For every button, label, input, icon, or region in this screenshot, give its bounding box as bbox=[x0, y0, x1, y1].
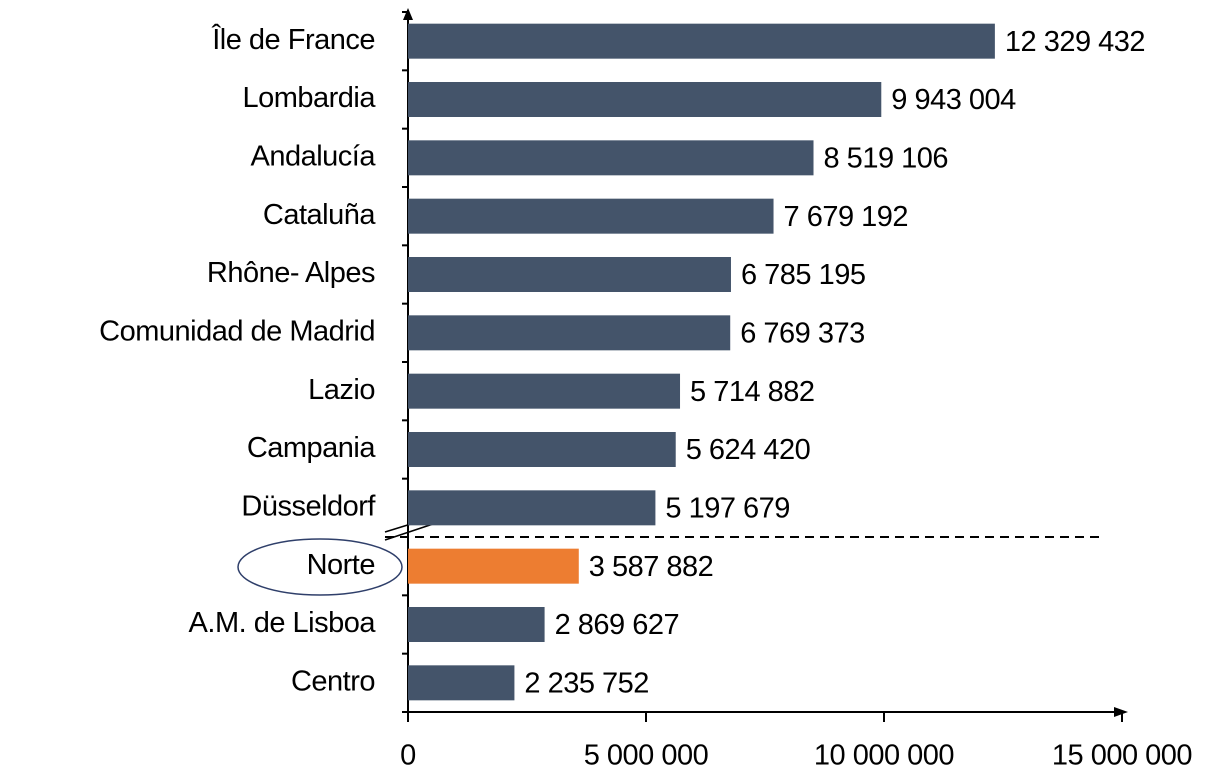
y-tick-label: Campania bbox=[247, 432, 377, 464]
bar bbox=[408, 82, 882, 117]
value-label: 6 785 195 bbox=[741, 259, 866, 291]
value-label: 8 519 106 bbox=[824, 142, 949, 174]
bar bbox=[408, 607, 545, 642]
bar bbox=[408, 23, 995, 59]
value-label: 7 679 192 bbox=[784, 201, 909, 233]
bar bbox=[408, 490, 656, 526]
y-tick-label: Rhône- Alpes bbox=[207, 257, 375, 289]
y-tick-label: A.M. de Lisboa bbox=[189, 607, 377, 639]
y-axis-arrow bbox=[403, 8, 413, 20]
y-tick-label: Cataluña bbox=[263, 199, 376, 231]
y-tick-label: Comunidad de Madrid bbox=[99, 315, 375, 347]
x-tick-label: 10 000 000 bbox=[814, 740, 954, 772]
x-tick-label: 0 bbox=[400, 740, 416, 772]
x-tick-label: 5 000 000 bbox=[584, 740, 709, 772]
value-label: 5 714 882 bbox=[690, 376, 815, 408]
highlight-ellipse bbox=[237, 538, 403, 596]
value-label: 9 943 004 bbox=[891, 84, 1016, 116]
y-tick-label: Centro bbox=[291, 665, 375, 697]
value-label: 2 235 752 bbox=[524, 667, 649, 699]
value-label: 5 624 420 bbox=[686, 434, 811, 466]
bar bbox=[408, 373, 681, 409]
value-label: 2 869 627 bbox=[555, 609, 680, 641]
bar bbox=[408, 198, 774, 234]
y-tick-label: Norte bbox=[307, 549, 375, 581]
y-tick-label: Lazio bbox=[308, 374, 375, 406]
bar bbox=[408, 257, 731, 292]
bar bbox=[408, 665, 515, 701]
y-tick-label: Andalucía bbox=[251, 140, 377, 172]
value-label: 5 197 679 bbox=[665, 492, 790, 524]
value-label: 3 587 882 bbox=[589, 551, 714, 583]
bar bbox=[408, 548, 579, 584]
bar bbox=[408, 140, 814, 176]
y-tick-label: Düsseldorf bbox=[241, 490, 376, 522]
y-tick-label: Île de France bbox=[211, 23, 375, 56]
bar bbox=[408, 315, 731, 351]
value-label: 12 329 432 bbox=[1005, 26, 1145, 58]
bar bbox=[408, 432, 676, 467]
value-label: 6 769 373 bbox=[740, 317, 865, 349]
x-tick-label: 15 000 000 bbox=[1052, 740, 1192, 772]
y-tick-label: Lombardia bbox=[242, 82, 376, 114]
